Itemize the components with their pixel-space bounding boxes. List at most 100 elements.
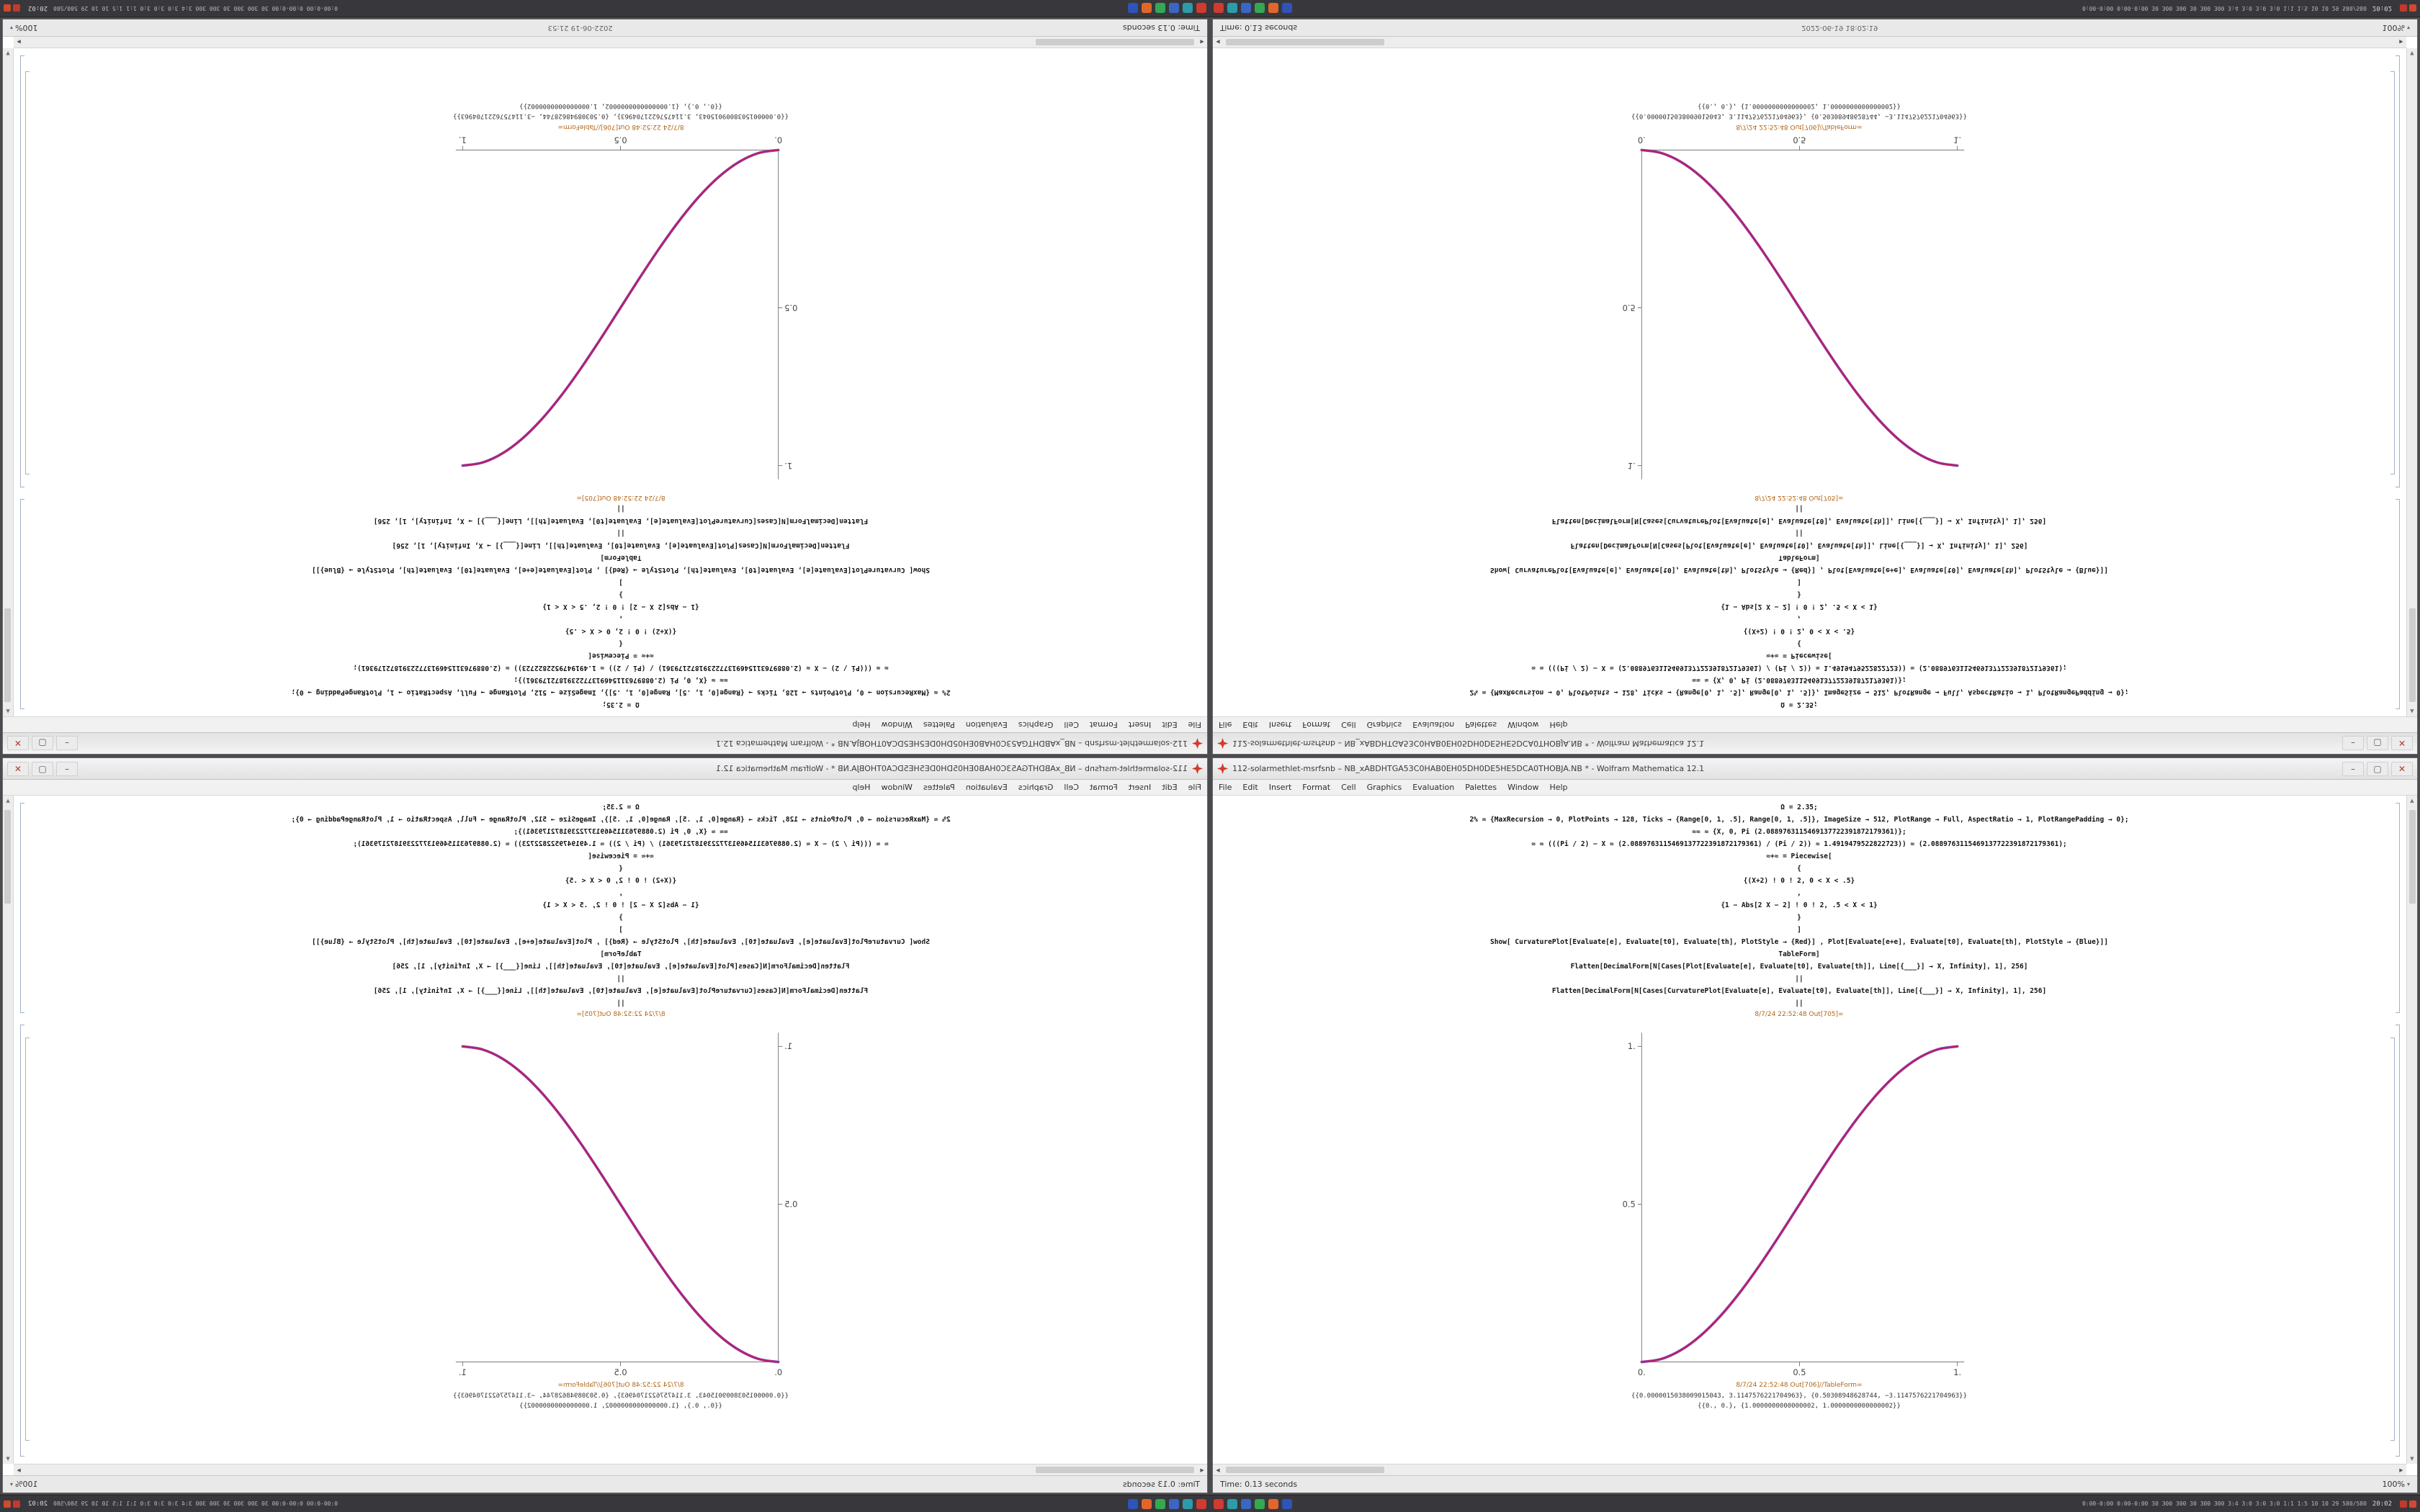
window-titlebar[interactable]: 112-solarmethlet-msrfsnb – NB_xABDHTGA53… — [1213, 732, 2417, 754]
menu-insert[interactable]: Insert — [1268, 720, 1292, 729]
cell-bracket[interactable] — [20, 803, 24, 1013]
code-line[interactable]: ≈ ≈ (((Pi / 2) − X ≈ (2.0889763115469137… — [1531, 840, 2067, 848]
code-line[interactable]: TableForm] — [600, 950, 642, 958]
minimize-button[interactable]: – — [56, 736, 78, 751]
scroll-right-icon[interactable]: ▶ — [2399, 1467, 2403, 1473]
zoom-value[interactable]: 100% — [2382, 1480, 2405, 1489]
vertical-scroll-thumb[interactable] — [2408, 810, 2416, 904]
taskbar-app-icon[interactable] — [1227, 3, 1237, 14]
cell-bracket[interactable] — [2396, 499, 2400, 709]
menu-edit[interactable]: Edit — [1242, 720, 1258, 729]
menu-insert[interactable]: Insert — [1128, 783, 1152, 792]
taskbar-app-icon[interactable] — [1227, 1498, 1237, 1509]
taskbar-tray-icon[interactable] — [2400, 1500, 2407, 1508]
horizontal-scroll-thumb[interactable] — [1226, 1467, 1384, 1473]
vertical-scrollbar[interactable]: ▲ ▼ — [2406, 48, 2417, 716]
code-line[interactable]: } — [619, 914, 623, 922]
close-button[interactable]: ✕ — [2391, 761, 2413, 776]
taskbar-tray-icon[interactable] — [4, 1500, 11, 1508]
horizontal-scroll-thumb[interactable] — [1036, 39, 1194, 45]
menu-cell[interactable]: Cell — [1341, 720, 1356, 729]
minimize-button[interactable]: – — [56, 761, 78, 776]
scroll-up-icon[interactable]: ▲ — [6, 708, 10, 714]
taskbar-tray-icon[interactable] — [2409, 4, 2416, 12]
scroll-left-icon[interactable]: ◀ — [1216, 39, 1220, 45]
code-line[interactable]: ≈ ≈ (((Pi / 2) − X ≈ (2.0889763115469137… — [353, 664, 889, 672]
cell-bracket[interactable] — [20, 499, 24, 709]
code-line[interactable]: Ω = 2.35; — [1780, 701, 1818, 708]
cell-bracket[interactable] — [20, 1025, 24, 1457]
menu-window[interactable]: Window — [881, 783, 913, 792]
code-line[interactable]: Flatten[DecimalForm[N[Cases[CurvaturePlo… — [1551, 987, 2047, 995]
taskbar-app-icon[interactable] — [1155, 1498, 1165, 1509]
menu-help[interactable]: Help — [1549, 783, 1568, 792]
minimize-button[interactable]: – — [2342, 736, 2364, 751]
taskbar-tray-icon[interactable] — [13, 1500, 20, 1508]
menu-edit[interactable]: Edit — [1242, 783, 1258, 792]
code-line[interactable]: ≈≈ ≈ {X, 0, Pi (2.0889763115469137722391… — [514, 828, 728, 836]
taskbar-app-icon[interactable] — [1142, 1498, 1152, 1509]
code-line[interactable]: TableForm] — [1778, 950, 1820, 958]
menu-evaluation[interactable]: Evaluation — [1412, 720, 1455, 729]
output-plot[interactable]: 0.5 1. 0. 0.5 1. — [439, 1022, 803, 1379]
menu-window[interactable]: Window — [1507, 783, 1539, 792]
taskbar-app-icon[interactable] — [1268, 1498, 1278, 1509]
code-line[interactable]: ≈≈ ≈ {X, 0, Pi (2.0889763115469137722391… — [514, 676, 728, 684]
cell-bracket[interactable] — [2396, 55, 2400, 487]
menu-evaluation[interactable]: Evaluation — [965, 720, 1008, 729]
maximize-button[interactable]: ▢ — [32, 761, 53, 776]
code-line[interactable]: Flatten[DecimalForm[N[Cases[Plot[Evaluat… — [392, 963, 850, 971]
code-line[interactable]: || — [617, 505, 625, 513]
menu-format[interactable]: Format — [1302, 783, 1331, 792]
code-line[interactable]: Show[ CurvaturePlot[Evaluate[e], Evaluat… — [312, 938, 930, 946]
cell-bracket[interactable] — [25, 1038, 30, 1441]
code-line[interactable]: Ω = 2.35; — [602, 701, 640, 708]
zoom-value[interactable]: 100% — [15, 23, 38, 32]
cell-bracket[interactable] — [20, 55, 24, 487]
code-line[interactable]: ≈+≈ = Piecewise[ — [1766, 852, 1832, 860]
maximize-button[interactable]: ▢ — [32, 736, 53, 751]
code-line[interactable]: { — [619, 639, 623, 647]
menu-insert[interactable]: Insert — [1128, 720, 1152, 729]
taskbar-app-icon[interactable] — [1241, 1498, 1251, 1509]
code-line[interactable]: {(X+2) ! 0 ! 2, 0 < X < .5} — [565, 877, 677, 885]
horizontal-scrollbar[interactable]: ◀ ▶ — [1213, 37, 2406, 48]
taskbar-app-icon[interactable] — [1196, 3, 1206, 14]
code-line[interactable]: ≈+≈ = Piecewise[ — [588, 652, 654, 660]
cell-bracket[interactable] — [2396, 1025, 2400, 1457]
horizontal-scroll-thumb[interactable] — [1226, 39, 1384, 45]
code-line[interactable]: {(X+2) ! 0 ! 2, 0 < X < .5} — [565, 627, 677, 635]
window-titlebar[interactable]: 112-solarmethlet-msrfsnb – NB_xABDHTGA53… — [3, 732, 1207, 754]
taskbar-tray-icon[interactable] — [4, 4, 11, 12]
code-line[interactable]: ≈+≈ = Piecewise[ — [1766, 652, 1832, 660]
code-line[interactable]: , — [1797, 889, 1801, 897]
cell-bracket[interactable] — [25, 71, 30, 474]
menu-edit[interactable]: Edit — [1162, 720, 1178, 729]
code-line[interactable]: {1 − Abs[2 X − 2] ! 0 ! 2, .5 < X < 1} — [542, 603, 699, 611]
menu-window[interactable]: Window — [881, 720, 913, 729]
vertical-scroll-thumb[interactable] — [4, 810, 12, 904]
menu-format[interactable]: Format — [1302, 720, 1331, 729]
code-line[interactable]: , — [1797, 615, 1801, 623]
code-line[interactable]: || — [1795, 999, 1803, 1007]
close-button[interactable]: ✕ — [7, 736, 29, 751]
horizontal-scrollbar[interactable]: ◀ ▶ — [14, 37, 1207, 48]
menu-file[interactable]: File — [1219, 783, 1232, 792]
maximize-button[interactable]: ▢ — [2367, 761, 2388, 776]
menu-evaluation[interactable]: Evaluation — [1412, 783, 1455, 792]
code-line[interactable]: { — [619, 865, 623, 873]
notebook-content[interactable]: Ω = 2.35; 2% ≈ {MaxRecursion → 0, PlotPo… — [3, 37, 1207, 716]
taskbar-app-icon[interactable] — [1128, 3, 1138, 14]
code-line[interactable]: || — [1795, 505, 1803, 513]
code-line[interactable]: { — [1797, 865, 1801, 873]
code-line[interactable]: Ω = 2.35; — [602, 804, 640, 811]
code-line[interactable]: Show[ CurvaturePlot[Evaluate[e], Evaluat… — [312, 566, 930, 574]
output-plot[interactable]: 0.5 1. 0. 0.5 1. — [1618, 133, 1981, 490]
cell-bracket[interactable] — [2390, 1038, 2395, 1441]
scroll-left-icon[interactable]: ◀ — [1216, 1467, 1220, 1473]
taskbar-tray-icon[interactable] — [13, 4, 20, 12]
menu-window[interactable]: Window — [1507, 720, 1539, 729]
code-line[interactable]: || — [1795, 975, 1803, 983]
code-line[interactable]: ] — [1797, 926, 1801, 934]
scroll-right-icon[interactable]: ▶ — [17, 39, 21, 45]
